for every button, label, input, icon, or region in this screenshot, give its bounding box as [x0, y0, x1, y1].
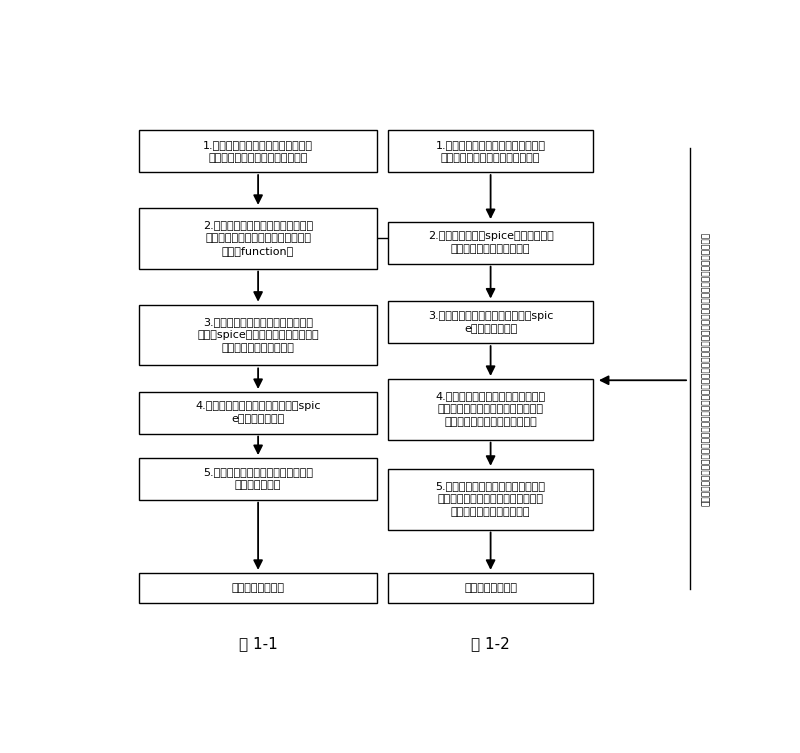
Text: 图 1-2: 图 1-2	[471, 636, 510, 651]
Bar	[138, 392, 378, 434]
Bar	[388, 468, 593, 529]
Text: 1.用户为建库工具提交工艺文件、电
路网表及对建库细节的要求和规范: 1.用户为建库工具提交工艺文件、电 路网表及对建库细节的要求和规范	[203, 139, 313, 163]
Text: 2.用户给出各逻辑单元中各输入管脚
与输出管脚的逻辑关系，即单元逻辑
功能（function）: 2.用户给出各逻辑单元中各输入管脚 与输出管脚的逻辑关系，即单元逻辑 功能（fu…	[203, 220, 313, 257]
Text: 图 1-1: 图 1-1	[238, 636, 278, 651]
Text: 3.根据单元逻辑功能手动或自动生成
所需的spice激励波形。主要是测量内
部功耗和时序的激励波形: 3.根据单元逻辑功能手动或自动生成 所需的spice激励波形。主要是测量内 部功…	[198, 317, 319, 353]
Bar	[388, 301, 593, 343]
Text: 得到完整的库文件: 得到完整的库文件	[464, 583, 517, 593]
Bar	[138, 573, 378, 603]
Bar	[138, 208, 378, 269]
Text: 4.将仿真得到的结果整理成符合规范
的库文件的格式（注：此时可以得到
除功能描述之外完整的库文件）: 4.将仿真得到的结果整理成符合规范 的库文件的格式（注：此时可以得到 除功能描述…	[435, 391, 546, 428]
Text: 2.基于对网表进行spice仿真直接得到
内部功耗和时序的激励波形: 2.基于对网表进行spice仿真直接得到 内部功耗和时序的激励波形	[428, 231, 554, 255]
Text: 4.利用激励波形生成测量各参数的spic
e脚本，运行仿真: 4.利用激励波形生成测量各参数的spic e脚本，运行仿真	[195, 401, 321, 425]
Bar	[388, 222, 593, 264]
Text: 1.用户为建库工具提交工艺文件、电
路网表及对建库细节的要求和规范: 1.用户为建库工具提交工艺文件、电 路网表及对建库细节的要求和规范	[436, 139, 546, 163]
Text: 5.将仿真得到的结果整理成符合规范
的库文件的格式: 5.将仿真得到的结果整理成符合规范 的库文件的格式	[203, 467, 313, 490]
Bar	[138, 305, 378, 365]
Text: 激励功能波形产生方法的对比，图中可以看到，利用该方法，组合逻辑电路的逻辑参数提取的激励波形生成方法可以: 激励功能波形产生方法的对比，图中可以看到，利用该方法，组合逻辑电路的逻辑参数提取…	[702, 232, 711, 506]
Bar	[138, 130, 378, 172]
Bar	[138, 458, 378, 500]
Text: 3.利用激励波形生成测量各参数的spic
e脚本，运行仿真: 3.利用激励波形生成测量各参数的spic e脚本，运行仿真	[428, 311, 554, 334]
Bar	[388, 573, 593, 603]
Text: 5.用户给出各逻辑单元中每个输入管
脚和输出管脚的逻辑关系，即单元逻
辑功能，将库文件补充完整: 5.用户给出各逻辑单元中每个输入管 脚和输出管脚的逻辑关系，即单元逻 辑功能，将…	[436, 481, 546, 517]
Text: 得到完整的库文件: 得到完整的库文件	[232, 583, 285, 593]
Bar	[388, 379, 593, 440]
Bar	[388, 130, 593, 172]
